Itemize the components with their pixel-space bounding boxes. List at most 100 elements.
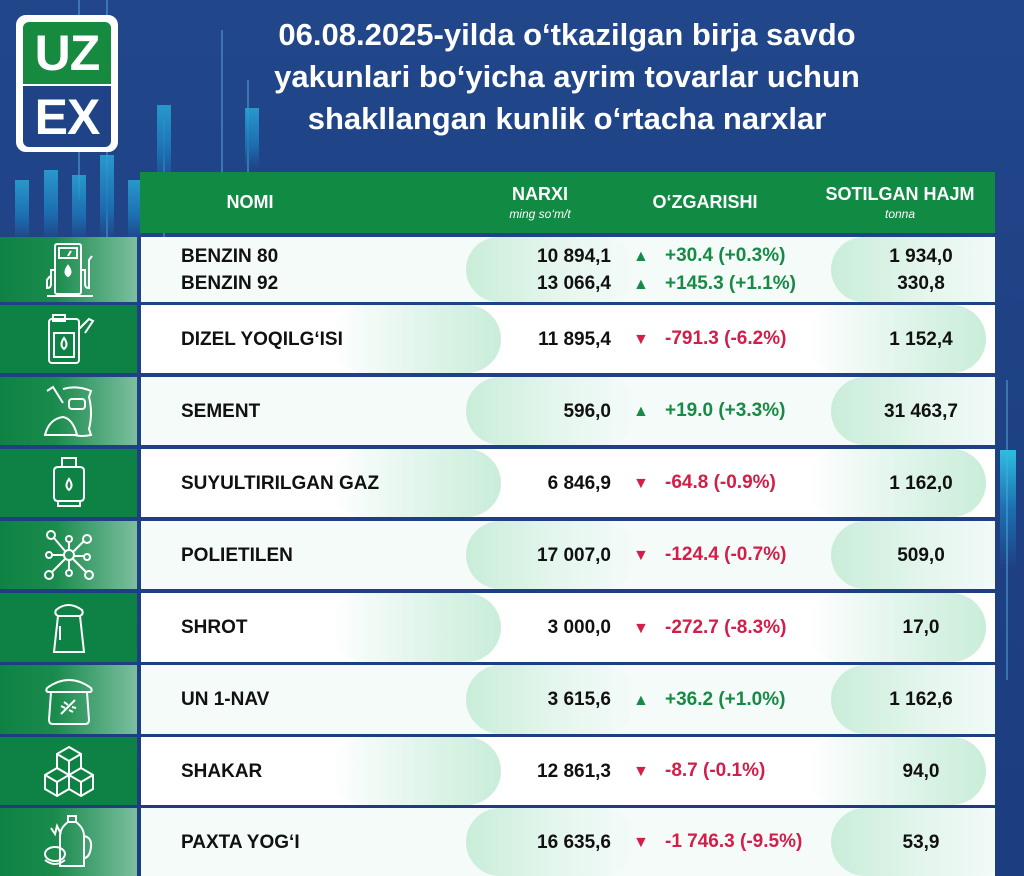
row-data: SHROT 3 000,0 ▼ -272.7 (-8.3%) 17,0 bbox=[141, 593, 995, 662]
change-value: ▲ +19.0 (+3.3%) bbox=[633, 377, 785, 445]
product-name: POLIETILEN bbox=[181, 521, 293, 589]
product-name-line: BENZIN 80 bbox=[181, 245, 279, 267]
change-line: ▼ -8.7 (-0.1%) bbox=[633, 757, 765, 785]
product-name-line: SHAKAR bbox=[181, 760, 263, 782]
product-name-line: PAXTA YOG‘I bbox=[181, 831, 300, 853]
arrow-down-icon: ▼ bbox=[633, 763, 649, 780]
product-name-line: SHROT bbox=[181, 617, 248, 638]
row-icon-cell bbox=[0, 237, 137, 302]
row-data: POLIETILEN 17 007,0 ▼ -124.4 (-0.7%) 509,… bbox=[141, 521, 995, 589]
flour-bag-icon bbox=[44, 678, 93, 725]
row-icon-cell bbox=[0, 449, 137, 517]
change-value: ▲ +36.2 (+1.0%) bbox=[633, 665, 785, 734]
row-icon-cell bbox=[0, 593, 137, 662]
volume-value: 17,0 bbox=[841, 593, 995, 662]
logo-uz: UZ bbox=[23, 22, 111, 84]
change-line: ▼ -1 746.3 (-9.5%) bbox=[633, 828, 802, 856]
arrow-up-icon: ▲ bbox=[633, 275, 649, 293]
change-value: ▼ -8.7 (-0.1%) bbox=[633, 737, 765, 805]
header-change: O‘ZGARISHI bbox=[620, 172, 790, 233]
change-value: ▲ +30.4 (+0.3%) ▲ +145.3 (+1.1%) bbox=[633, 237, 796, 302]
volume-line: 1 152,4 bbox=[889, 328, 953, 350]
arrow-up-icon: ▲ bbox=[633, 247, 649, 265]
price-value: 11 895,4 bbox=[461, 305, 611, 373]
volume-highlight bbox=[806, 593, 986, 662]
change-line: ▲ +30.4 (+0.3%) bbox=[633, 242, 796, 270]
price-value: 10 894,1 13 066,4 bbox=[461, 237, 611, 302]
price-value: 12 861,3 bbox=[461, 737, 611, 805]
price-highlight bbox=[466, 377, 636, 445]
volume-line: 509,0 bbox=[897, 544, 945, 566]
product-name: PAXTA YOG‘I bbox=[181, 808, 300, 876]
row-data: SEMENT 596,0 ▲ +19.0 (+3.3%) 31 463,7 bbox=[141, 377, 995, 445]
sack-icon bbox=[52, 603, 85, 653]
change-line: ▼ -124.4 (-0.7%) bbox=[633, 541, 786, 569]
change-text: +19.0 (+3.3%) bbox=[665, 400, 786, 421]
price-highlight bbox=[466, 237, 636, 302]
price-line: 3 615,6 bbox=[547, 689, 611, 710]
volume-highlight bbox=[831, 377, 995, 445]
product-name: SHAKAR bbox=[181, 737, 262, 805]
change-line: ▲ +19.0 (+3.3%) bbox=[633, 397, 785, 425]
change-text: -8.7 (-0.1%) bbox=[665, 760, 766, 781]
volume-highlight bbox=[806, 305, 986, 373]
title-line-3: shakllangan kunlik o‘rtacha narxlar bbox=[307, 101, 827, 136]
change-text: -64.8 (-0.9%) bbox=[665, 472, 776, 493]
volume-highlight bbox=[831, 665, 995, 734]
product-name-line: SUYULTIRILGAN GAZ bbox=[181, 472, 380, 494]
header-price: NARXI ming so‘m/t bbox=[470, 172, 610, 233]
price-value: 3 000,0 bbox=[461, 593, 611, 662]
volume-line: 31 463,7 bbox=[884, 400, 958, 422]
table-row: PAXTA YOG‘I 16 635,6 ▼ -1 746.3 (-9.5%) 5… bbox=[0, 808, 995, 876]
change-line: ▼ -64.8 (-0.9%) bbox=[633, 469, 776, 497]
header-volume: SOTILGAN HAJM tonna bbox=[805, 172, 995, 233]
volume-value: 31 463,7 bbox=[841, 377, 995, 445]
volume-value: 1 162,6 bbox=[841, 665, 995, 734]
volume-value: 1 162,0 bbox=[841, 449, 995, 517]
product-name-line: SEMENT bbox=[181, 400, 261, 422]
row-data: PAXTA YOG‘I 16 635,6 ▼ -1 746.3 (-9.5%) 5… bbox=[141, 808, 995, 876]
row-icon-cell bbox=[0, 377, 137, 445]
product-name: UN 1-NAV bbox=[181, 665, 269, 734]
change-value: ▼ -124.4 (-0.7%) bbox=[633, 521, 786, 589]
price-highlight bbox=[466, 521, 636, 589]
price-line: 3 000,0 bbox=[547, 617, 611, 638]
volume-highlight bbox=[806, 449, 986, 517]
row-data: UN 1-NAV 3 615,6 ▲ +36.2 (+1.0%) 1 162,6 bbox=[141, 665, 995, 734]
molecule-icon bbox=[43, 530, 94, 580]
row-data: SUYULTIRILGAN GAZ 6 846,9 ▼ -64.8 (-0.9%)… bbox=[141, 449, 995, 517]
oil-bottle-icon bbox=[43, 815, 92, 867]
table-row: SHROT 3 000,0 ▼ -272.7 (-8.3%) 17,0 bbox=[0, 593, 995, 662]
price-highlight bbox=[331, 449, 501, 517]
change-text: -1 746.3 (-9.5%) bbox=[665, 831, 803, 852]
product-name: SUYULTIRILGAN GAZ bbox=[181, 449, 379, 517]
volume-value: 1 152,4 bbox=[841, 305, 995, 373]
volume-highlight bbox=[831, 808, 995, 876]
volume-line: 1 934,0 bbox=[889, 245, 953, 267]
volume-line: 1 162,0 bbox=[889, 472, 953, 494]
price-value: 596,0 bbox=[461, 377, 611, 445]
product-name-line: POLIETILEN bbox=[181, 544, 293, 566]
change-line: ▼ -791.3 (-6.2%) bbox=[633, 325, 786, 353]
price-highlight bbox=[466, 808, 636, 876]
table-row: SHAKAR 12 861,3 ▼ -8.7 (-0.1%) 94,0 bbox=[0, 737, 995, 805]
change-text: -791.3 (-6.2%) bbox=[665, 328, 787, 349]
change-line: ▲ +36.2 (+1.0%) bbox=[633, 686, 785, 714]
table-row: UN 1-NAV 3 615,6 ▲ +36.2 (+1.0%) 1 162,6 bbox=[0, 665, 995, 734]
volume-value: 53,9 bbox=[841, 808, 995, 876]
row-icon-cell bbox=[0, 737, 137, 805]
price-line: 16 635,6 bbox=[537, 831, 611, 853]
product-name: BENZIN 80 BENZIN 92 bbox=[181, 237, 278, 302]
price-value: 3 615,6 bbox=[461, 665, 611, 734]
header-change-label: O‘ZGARISHI bbox=[652, 192, 758, 212]
arrow-up-icon: ▲ bbox=[633, 691, 649, 709]
product-name-line: DIZEL YOQILG‘ISI bbox=[181, 328, 343, 350]
product-name: SEMENT bbox=[181, 377, 260, 445]
header-volume-unit: tonna bbox=[884, 207, 916, 221]
change-line: ▼ -272.7 (-8.3%) bbox=[633, 614, 786, 642]
row-icon-cell bbox=[0, 808, 137, 876]
uzex-logo: UZ EX bbox=[16, 15, 118, 152]
table-row: BENZIN 80 BENZIN 92 10 894,1 13 066,4 ▲ +… bbox=[0, 237, 995, 302]
volume-line: 17,0 bbox=[902, 617, 940, 638]
change-text: -272.7 (-8.3%) bbox=[665, 616, 787, 638]
